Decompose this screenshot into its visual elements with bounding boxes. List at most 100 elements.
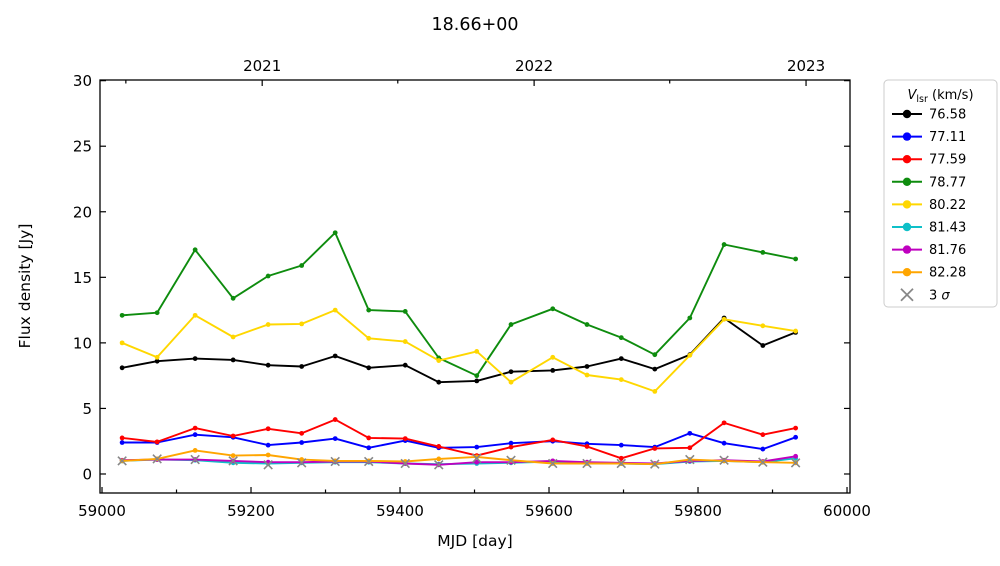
data-point	[793, 425, 799, 431]
data-point	[550, 368, 556, 373]
sigma3-x-marker	[758, 457, 768, 467]
data-point	[265, 426, 271, 432]
data-point	[366, 435, 372, 441]
data-point	[119, 435, 125, 441]
series-line	[122, 432, 796, 451]
data-point	[436, 444, 442, 449]
data-point	[584, 322, 590, 327]
top-axis-year-labels: 2021 2022 2023	[243, 57, 825, 75]
data-point	[230, 295, 236, 301]
axis-ticks	[100, 80, 850, 493]
data-point	[192, 425, 198, 431]
sigma3-x-marker	[363, 456, 374, 467]
sigma3-x-marker	[263, 460, 273, 470]
data-series	[119, 230, 799, 468]
legend: Vlsr (km/s) 76.58 77.11 77.59 78.77 80.22 81.4…	[883, 79, 998, 308]
data-point	[652, 388, 658, 394]
data-point	[687, 352, 693, 358]
legend-entry-label: 3 σ	[929, 288, 950, 303]
data-point	[474, 349, 480, 354]
axis-tick-labels: 59000 59200 59400 59600 59800 60000 0 5 10 15 20 25…	[73, 72, 871, 520]
data-point	[584, 364, 590, 369]
sigma3-x-marker	[650, 459, 660, 469]
data-point	[119, 440, 125, 445]
legend-swatch-dot	[902, 222, 912, 232]
data-point	[366, 365, 372, 371]
data-point	[366, 445, 372, 451]
sigma3-x-marker	[616, 458, 627, 469]
y-tick-label: 0	[82, 465, 92, 483]
data-point	[299, 321, 305, 327]
data-point	[550, 354, 556, 360]
sigma3-x-marker	[582, 458, 592, 469]
data-point	[192, 312, 198, 318]
data-point	[366, 307, 372, 313]
data-point	[550, 437, 556, 443]
data-point	[230, 357, 236, 363]
sigma3-x-marker	[228, 456, 238, 466]
sigma3-x-marker	[547, 458, 558, 469]
x-axis-label: MJD [day]	[437, 532, 512, 550]
data-point	[687, 430, 693, 436]
data-point	[154, 439, 160, 445]
x-tick-label: 60000	[823, 502, 871, 520]
series-76.58	[119, 315, 799, 385]
sigma3-x-marker	[190, 454, 200, 465]
legend-entry: 76.58	[892, 108, 966, 123]
data-point	[265, 273, 271, 279]
data-point	[760, 323, 766, 329]
x-tick-label: 59000	[78, 502, 126, 520]
legend-entry: 78.77	[892, 175, 966, 190]
data-point	[192, 432, 198, 438]
legend-entry-label: 76.58	[929, 108, 966, 123]
data-point	[618, 335, 624, 341]
legend-entry: 81.43	[892, 221, 966, 236]
legend-swatch-dot	[902, 155, 912, 164]
data-point	[793, 256, 799, 262]
series-line	[122, 455, 796, 466]
data-point	[230, 433, 236, 439]
legend-swatch-dot	[902, 132, 912, 141]
data-point	[366, 335, 372, 341]
sigma3-x-marker	[790, 458, 801, 468]
data-point	[119, 365, 125, 371]
legend-entry: 77.11	[892, 130, 966, 145]
x-tick-label: 59200	[227, 502, 275, 520]
data-point	[793, 328, 799, 334]
data-point	[721, 420, 727, 426]
data-point	[119, 312, 125, 318]
y-axis-label: Flux density [Jy]	[16, 224, 34, 349]
y-tick-label: 5	[82, 400, 92, 418]
data-point	[332, 436, 338, 441]
data-point	[299, 364, 305, 369]
legend-swatch-dot	[902, 109, 912, 119]
x-tick-label: 59600	[525, 502, 573, 520]
data-point	[265, 442, 271, 448]
x-marker-icon	[900, 288, 914, 302]
legend-entry: 82.28	[892, 266, 966, 281]
legend-entry-label: 81.76	[929, 243, 966, 258]
data-point	[721, 440, 727, 446]
data-point	[508, 379, 514, 385]
data-point	[652, 352, 658, 358]
legend-entry-sigma3: 3 σ	[900, 288, 950, 303]
data-point	[332, 230, 338, 236]
data-point	[584, 444, 590, 449]
y-tick-label: 15	[73, 269, 92, 287]
data-point	[299, 263, 305, 268]
year-tick-label: 2023	[787, 57, 825, 75]
sigma3-x-marker	[117, 456, 127, 466]
sigma3-x-marker	[719, 455, 729, 465]
sigma3-markers	[117, 453, 801, 470]
legend-entry: 81.76	[892, 243, 966, 258]
data-point	[618, 455, 624, 461]
data-point	[154, 354, 160, 360]
sigma3-x-marker	[433, 460, 444, 470]
sigma3-x-marker	[506, 455, 516, 465]
x-tick-label: 59800	[674, 502, 722, 520]
data-point	[192, 247, 198, 253]
data-point	[332, 353, 338, 359]
chart-title: 18.66+00	[431, 15, 518, 35]
data-point	[402, 309, 408, 314]
data-point	[436, 379, 442, 385]
